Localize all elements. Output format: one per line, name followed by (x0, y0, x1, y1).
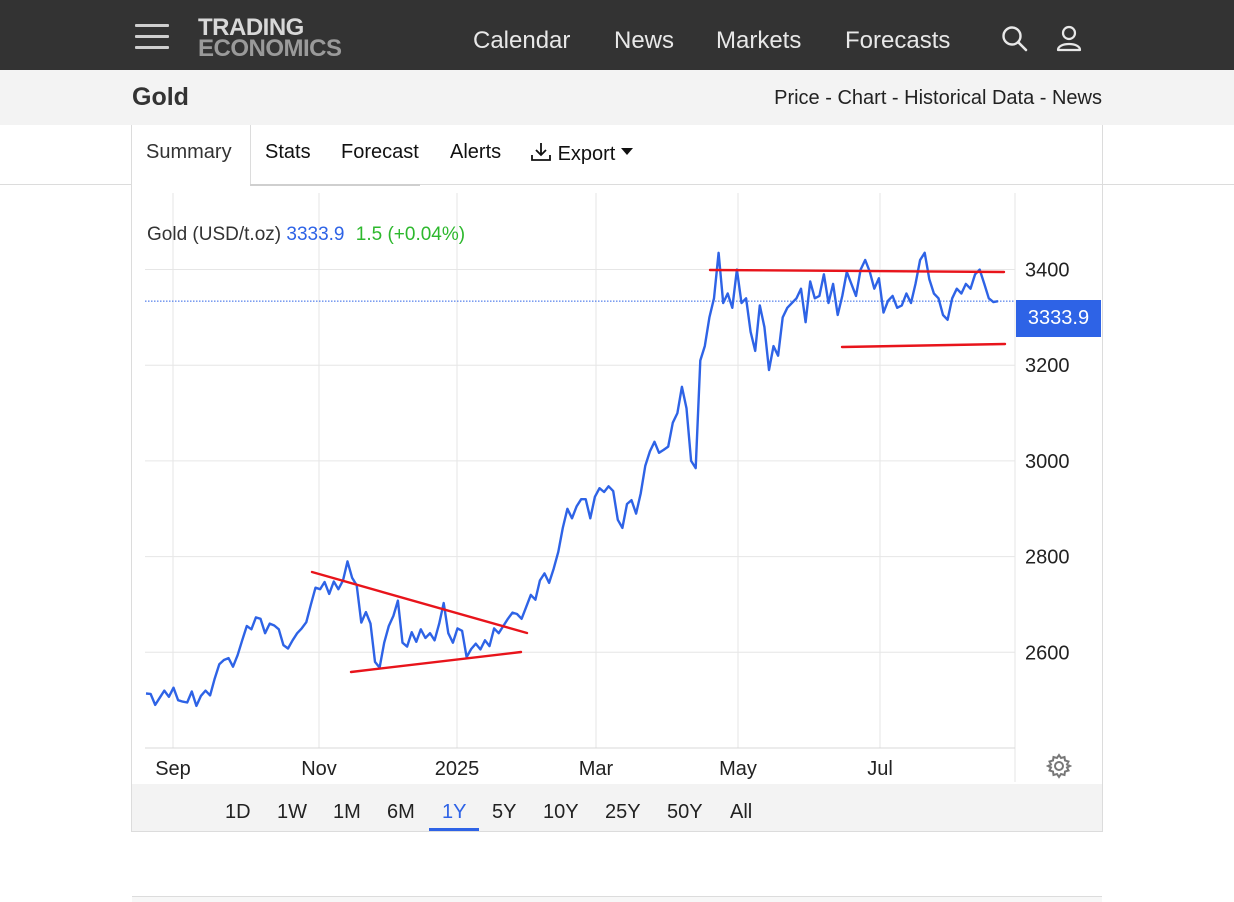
link-historical-data[interactable]: Historical Data (904, 87, 1035, 109)
download-icon (531, 143, 551, 161)
x-tick-label: Sep (155, 758, 191, 780)
caret-down-icon (620, 148, 633, 155)
y-tick-label: 3000 (1025, 451, 1070, 473)
nav-news[interactable]: News (614, 27, 675, 54)
y-tick-label: 2800 (1025, 547, 1070, 569)
last-price-tag: 3333.9 (1016, 300, 1101, 337)
active-range-indicator (429, 828, 479, 831)
tab-stats[interactable]: Stats (265, 141, 311, 163)
nav-calendar[interactable]: Calendar (473, 27, 571, 54)
section-links: Price - Chart - Historical Data - News (774, 87, 1102, 110)
y-tick-label: 3200 (1025, 355, 1070, 377)
range-1d[interactable]: 1D (225, 801, 251, 823)
page-title: Gold (132, 83, 189, 111)
link-price[interactable]: Price (774, 87, 820, 109)
y-tick-label: 2600 (1025, 642, 1070, 664)
legend-change: 1.5 (+0.04%) (355, 224, 466, 245)
link-separator: - (1034, 87, 1052, 109)
tab-forecast[interactable]: Forecast (341, 141, 419, 163)
next-section-edge (132, 896, 1102, 902)
link-chart[interactable]: Chart (837, 87, 887, 109)
nav-markets[interactable]: Markets (716, 27, 802, 54)
export-label: Export (557, 143, 616, 165)
range-25y[interactable]: 25Y (605, 801, 641, 823)
trendline-annotation (708, 268, 1006, 274)
export-dropdown[interactable]: Export (530, 141, 633, 166)
range-5y[interactable]: 5Y (492, 801, 517, 823)
gear-icon[interactable] (1046, 753, 1072, 779)
range-selector (132, 784, 1102, 831)
tabs-underline (250, 184, 420, 186)
site-logo[interactable]: TRADING ECONOMICS (198, 14, 342, 62)
trendline-annotation (310, 570, 529, 635)
range-50y[interactable]: 50Y (667, 801, 703, 823)
y-tick-label: 3400 (1025, 260, 1070, 282)
trendline-annotation (349, 650, 523, 674)
x-tick-label: Jul (867, 758, 893, 780)
range-10y[interactable]: 10Y (543, 801, 579, 823)
link-separator: - (819, 87, 838, 109)
x-tick-label: 2025 (435, 758, 480, 780)
link-news[interactable]: News (1051, 87, 1102, 109)
price-series-line (145, 251, 999, 708)
instrument-header (0, 70, 1234, 125)
range-6m[interactable]: 6M (387, 801, 415, 823)
range-1m[interactable]: 1M (333, 801, 361, 823)
user-icon[interactable] (1056, 25, 1082, 52)
top-navigation-bar (0, 0, 1234, 70)
chart-panel (131, 125, 1103, 832)
logo-line2: ECONOMICS (198, 35, 342, 62)
range-1w[interactable]: 1W (277, 801, 307, 823)
legend-price: 3333.9 (286, 224, 345, 245)
x-tick-label: Nov (301, 758, 337, 780)
tabs-divider (0, 184, 1234, 185)
legend-series-name: Gold (USD/t.oz) (147, 224, 282, 245)
tab-summary[interactable]: Summary (146, 141, 232, 163)
search-icon[interactable] (1001, 25, 1028, 52)
menu-icon[interactable] (135, 24, 169, 50)
logo-line1: TRADING (198, 14, 304, 41)
link-separator: - (886, 87, 905, 109)
x-tick-label: May (719, 758, 757, 780)
x-tick-label: Mar (579, 758, 614, 780)
tab-summary-background (132, 125, 251, 185)
tab-alerts[interactable]: Alerts (450, 141, 502, 163)
range-all[interactable]: All (730, 801, 753, 823)
trendline-annotation (840, 342, 1007, 349)
chart-legend: Gold (USD/t.oz) 3333.9 1.5 (+0.04%) (147, 224, 465, 246)
nav-forecasts[interactable]: Forecasts (845, 27, 951, 54)
range-1y[interactable]: 1Y (442, 801, 467, 823)
